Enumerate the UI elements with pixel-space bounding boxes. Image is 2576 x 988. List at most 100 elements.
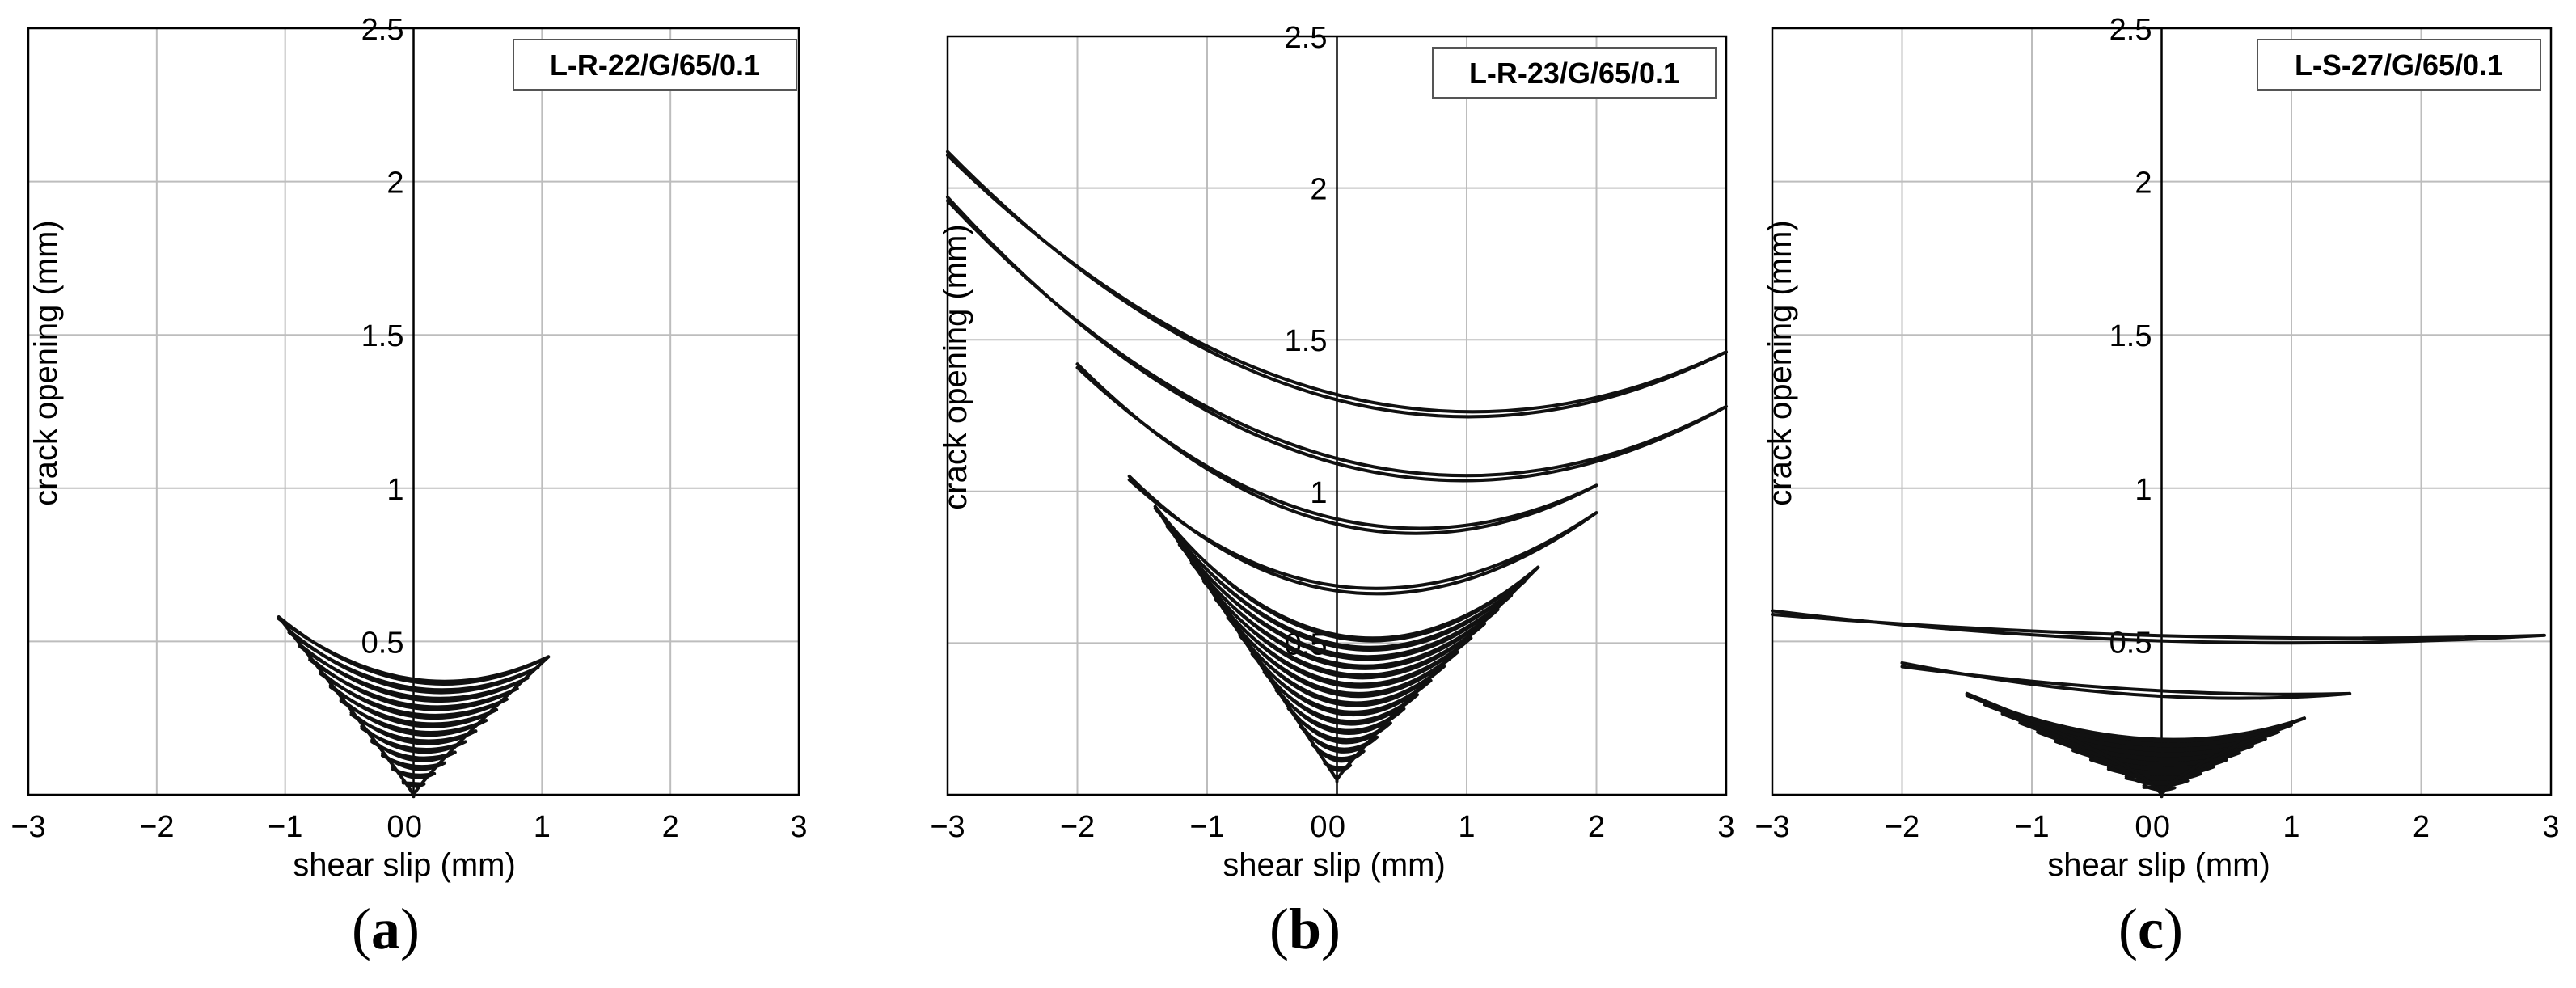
chart-b-x-tick-label: 1 [1458,810,1475,844]
chart-b-y-tick-label: 0 [1310,810,1327,844]
chart-b-legend: L-R-23/G/65/0.1 [1432,47,1717,99]
chart-b-inner-loop [1250,650,1433,717]
chart-b-y-tick-label: 2 [1310,173,1327,207]
chart-b-x-tick-label: 3 [1717,810,1734,844]
chart-c-outer-loop [1900,661,2352,700]
chart-b-y-axis-title: crack opening (mm) [938,224,973,509]
chart-a-x-axis-title: shear slip (mm) [293,847,516,883]
chart-a-inner-loop [308,656,519,711]
chart-a-y-tick-label: 2.5 [361,13,404,47]
chart-a-x-tick-label: 2 [662,810,679,844]
chart-c-x-tick-label: 0 [2153,810,2170,844]
panel-a: −3 −2 −1 0 1 2 3 0 0.5 1 1.5 2 2.5 shear slip (mm) cra… [0,0,809,988]
chart-b-x-tick-label: 2 [1588,810,1605,844]
caption-a-letter: a [370,897,400,961]
chart-a-x-tick-label: −2 [139,810,174,844]
chart-b-inner-loop [1323,759,1353,772]
chart-c-legend-label: L-S-27/G/65/0.1 [2295,49,2503,82]
chart-c-x-tick-label: 2 [2413,810,2430,844]
chart-c-y-axis-title: crack opening (mm) [1763,220,1798,505]
chart-a-x-tick-label: 0 [405,810,422,844]
chart-c-x-tick-label: −3 [1755,810,1789,844]
chart-c-envelope [1965,691,2307,796]
caption-c-letter: c [2137,897,2164,961]
chart-a-inner-loop [339,697,488,737]
chart-a-inner-loop [360,724,467,754]
chart-b-outer-loop [1127,475,1598,596]
chart-b-x-axis-title: shear slip (mm) [1223,847,1446,883]
chart-b-x-tick-label: −3 [930,810,965,844]
chart-a-x-tick-label: 1 [534,810,551,844]
chart-a-x-tick-label: −3 [11,810,45,844]
chart-a-envelope [277,615,551,796]
caption-b-letter: b [1288,897,1322,961]
chart-c-y-tick-label: 2.5 [2109,13,2152,47]
caption-a: (a) [352,897,420,961]
chart-b-inner-loop [1274,686,1406,735]
chart-c-x-tick-label: 3 [2542,810,2559,844]
chart-a-y-tick-label: 0.5 [361,626,404,660]
chart-b-inner-loop [1286,705,1392,745]
chart-c-y-tick-label: 0 [2135,810,2152,844]
chart-b-legend-box [1432,47,1717,99]
chart-c-x-tick-label: −2 [1885,810,1919,844]
chart-a-inner-loop [391,766,437,779]
chart-b-y-tick-label: 2.5 [1285,21,1328,55]
chart-b-x-tick-label: −1 [1189,810,1224,844]
chart-b-y-tick-label: 1 [1310,476,1327,510]
chart-b-outer-loop [1075,362,1598,535]
chart-c-y-tick-label: 2 [2135,167,2152,201]
chart-c-inner-loop [2124,775,2190,787]
chart-a-inner-loop [349,711,478,745]
chart-a-inner-loop [370,738,457,762]
caption-b: (b) [1269,897,1341,961]
chart-c-x-tick-label: −1 [2014,810,2049,844]
chart-b-x-tick-label: 0 [1328,810,1345,844]
chart-b-inner-loop [1214,596,1473,689]
chart-c-inner-loop [2036,728,2254,763]
chart-c-x-axis-title: shear slip (mm) [2047,847,2270,883]
chart-c-x-tick-label: 1 [2283,810,2299,844]
chart-a-legend-box [513,39,797,91]
chart-c: −3 −2 −1 0 1 2 3 0 0.5 1 1.5 2 2.5 shear slip (mm) cra… [1755,13,2559,883]
chart-b-inner-loop [1311,741,1366,763]
caption-c: (c) [2118,897,2183,961]
chart-c-outer-loop [1771,609,2546,645]
chart-b-outer-loop [946,195,1728,483]
chart-b-outer-loop [946,150,1728,419]
chart-a-legend-label: L-R-22/G/65/0.1 [550,49,760,82]
chart-a-curves [277,615,551,799]
chart-a-y-tick-label: 0 [386,810,403,844]
panel-c: −3 −2 −1 0 1 2 3 0 0.5 1 1.5 2 2.5 shear slip (mm) cra… [1714,0,2576,988]
chart-a-y-tick-label: 2 [386,167,403,201]
chart-a-x-tick-label: 3 [790,810,807,844]
chart-b-inner-loop [1262,669,1420,726]
chart-b-curves [946,150,1728,783]
chart-b-inner-loop [1226,614,1459,699]
chart-b-inner-loop [1238,632,1446,707]
chart-a-y-tick-label: 1 [386,473,403,507]
panel-b: −3 −2 −1 0 1 2 3 0 0.5 1 1.5 2 2.5 shear slip (mm) cra… [889,0,1746,988]
chart-b-envelope [1153,505,1540,782]
chart-c-legend: L-S-27/G/65/0.1 [2257,39,2541,91]
chart-b-x-tick-label: −2 [1060,810,1095,844]
chart-a-inner-loop [319,669,509,720]
chart-b-inner-loop [1299,723,1379,754]
chart-a: −3 −2 −1 0 1 2 3 0 0.5 1 1.5 2 2.5 shear slip (mm) cra… [11,13,807,883]
chart-c-y-tick-label: 1.5 [2109,319,2152,353]
chart-c-inner-loop [2000,710,2280,754]
chart-c-inner-loop [2018,719,2267,758]
chart-a-y-tick-label: 1.5 [361,319,404,353]
chart-a-x-tick-label: −1 [268,810,302,844]
chart-c-legend-box [2257,39,2541,91]
chart-c-y-tick-label: 0.5 [2109,626,2152,660]
chart-c-curves [1771,609,2546,799]
chart-c-inner-loop [1983,701,2293,749]
chart-a-inner-loop [328,683,499,728]
chart-a-y-axis-title: crack opening (mm) [28,220,64,505]
chart-c-y-tick-label: 1 [2135,473,2152,507]
chart-b-legend-label: L-R-23/G/65/0.1 [1469,57,1679,90]
chart-a-inner-loop [381,752,446,771]
chart-b-y-tick-label: 1.5 [1285,324,1328,358]
